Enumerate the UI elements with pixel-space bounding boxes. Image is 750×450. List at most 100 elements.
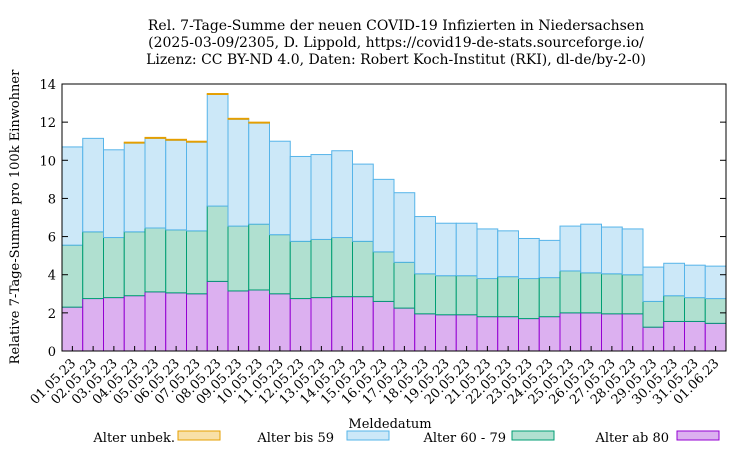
legend-label: Alter 60 - 79 (422, 431, 506, 446)
bar-segment (642, 300, 665, 328)
bar-segment (663, 295, 685, 322)
bar-segment (414, 216, 436, 275)
bar-segment (227, 290, 250, 352)
bar-segment (559, 270, 582, 314)
bar-segment (580, 223, 602, 274)
y-tick-label: 10 (39, 154, 56, 169)
bar-segment (248, 289, 270, 352)
bar-segment (248, 223, 270, 291)
bar-segment (538, 277, 561, 318)
bar-segment (206, 205, 229, 282)
bar-segment (82, 298, 104, 352)
x-axis-ticks: 01.05.2302.05.2303.05.2304.05.2305.05.23… (28, 346, 722, 408)
bar-segment (352, 163, 374, 242)
bar-segment (269, 140, 291, 236)
bar-segment (248, 121, 270, 124)
bar-segment (123, 231, 146, 297)
bar-segment (206, 93, 229, 207)
bar-segment (82, 137, 104, 233)
legend: Alter unbek. Alter bis 59 Alter 60 - 79 Alt… (92, 430, 720, 446)
bar-segment (372, 251, 395, 302)
bar-segment (352, 296, 374, 352)
y-tick-label: 6 (48, 231, 56, 246)
y-tick-label: 8 (48, 192, 56, 207)
bar-segment (165, 229, 187, 294)
legend-label: Alter bis 59 (256, 431, 334, 446)
bar-segment (289, 155, 312, 242)
y-tick-label: 0 (48, 345, 56, 360)
bar-segment (393, 307, 416, 352)
bar-segment (144, 137, 167, 229)
bar-segment (684, 264, 706, 299)
bar-segment (165, 139, 187, 231)
bar-segment (144, 136, 167, 139)
legend-swatch (346, 430, 390, 441)
bar-segment (435, 275, 457, 316)
bar-segment (621, 274, 644, 315)
bar-segment (61, 146, 84, 246)
bars-layer (61, 93, 727, 352)
bar-segment (455, 314, 478, 352)
bar-segment (601, 273, 623, 315)
bar-segment (372, 178, 395, 253)
bar-segment (476, 228, 499, 280)
bar-segment (559, 225, 582, 272)
bar-segment (580, 272, 602, 314)
bar-segment (103, 149, 125, 239)
bar-segment (372, 300, 395, 352)
bar-segment (165, 138, 187, 141)
bar-segment (227, 118, 250, 227)
bar-segment (497, 276, 519, 318)
bar-segment (414, 273, 436, 315)
legend-label: Alter unbek. (92, 431, 175, 446)
bar-segment (331, 296, 353, 352)
bar-segment (227, 225, 250, 292)
bar-segment (435, 314, 457, 352)
bar-segment (186, 293, 208, 352)
bar-segment (269, 234, 291, 295)
y-axis-ticks: 0 2 4 6 8 10 12 14 (39, 78, 726, 360)
y-tick-label: 4 (48, 269, 56, 284)
bar-segment (393, 261, 416, 309)
bar-segment (206, 93, 229, 95)
bar-segment (559, 312, 582, 352)
bar-segment (82, 231, 104, 300)
y-tick-label: 12 (39, 116, 56, 131)
bar-segment (144, 227, 167, 293)
bar-segment (621, 228, 644, 276)
bar-segment (310, 238, 333, 299)
bar-segment (538, 239, 561, 279)
y-tick-label: 2 (48, 307, 56, 322)
bar-segment (123, 141, 146, 144)
bar-segment (476, 278, 499, 318)
bar-segment (518, 278, 540, 320)
bar-segment (103, 237, 125, 299)
bar-segment (123, 295, 146, 352)
bar-segment (103, 297, 125, 352)
bar-segment (352, 240, 374, 298)
bar-segment (642, 266, 665, 302)
chart-title-line-1: Rel. 7-Tage-Summe der neuen COVID-19 Inf… (148, 18, 644, 34)
bar-segment (269, 293, 291, 352)
bar-segment (331, 237, 353, 298)
bar-segment (455, 222, 478, 277)
plot-frame (61, 83, 727, 352)
chart-title-line-2: (2025-03-09/2305, D. Lippold, https://co… (148, 35, 644, 51)
bar-segment (601, 313, 623, 352)
bar-segment (61, 244, 84, 308)
bar-segment (684, 297, 706, 322)
bar-segment (165, 292, 187, 352)
bar-segment (538, 316, 561, 352)
bar-segment (476, 316, 499, 352)
bar-segment (186, 141, 208, 232)
bar-segment (248, 122, 270, 225)
bar-segment (704, 265, 727, 300)
y-axis-label: Relative 7-Tage-Summe pro 100k Einwohner (8, 69, 23, 364)
legend-swatch (177, 430, 221, 441)
bar-segment (393, 192, 416, 263)
bar-segment (518, 237, 540, 280)
bar-segment (310, 297, 333, 352)
legend-swatch (676, 430, 720, 441)
legend-label: Alter ab 80 (594, 431, 669, 446)
